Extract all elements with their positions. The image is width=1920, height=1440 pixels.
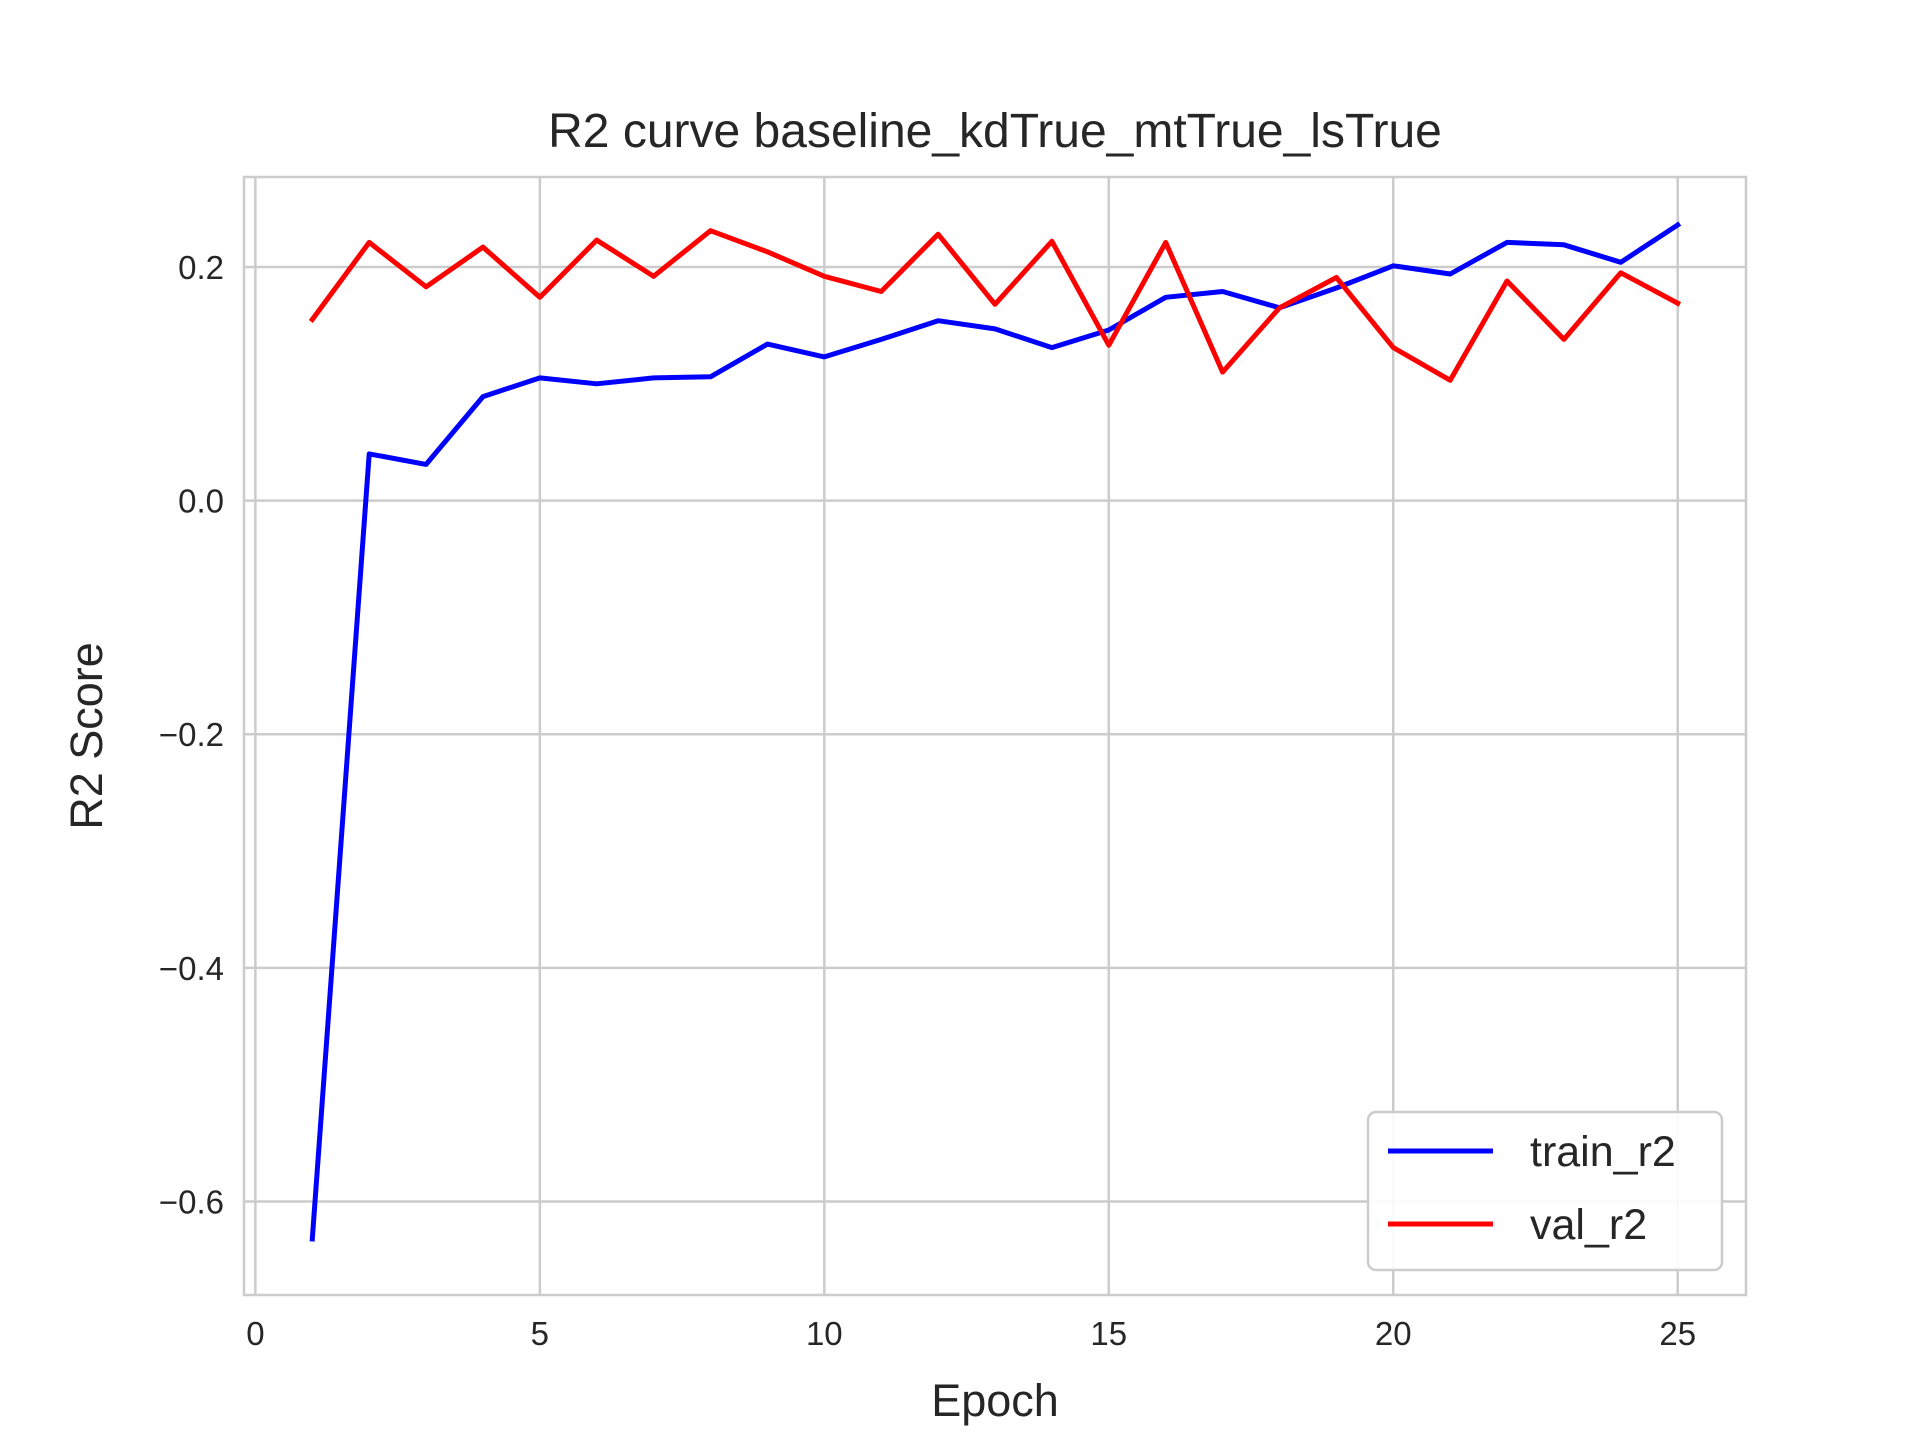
chart-title: R2 curve baseline_kdTrue_mtTrue_lsTrue <box>548 105 1442 158</box>
legend-label-val: val_r2 <box>1530 1201 1647 1249</box>
x-tick-labels: 0 5 10 15 20 25 <box>246 1315 1696 1352</box>
x-tick-label: 10 <box>806 1315 843 1352</box>
y-tick-label: 0.2 <box>178 249 224 286</box>
y-tick-label: −0.2 <box>159 716 224 753</box>
series-line-train_r2 <box>309 221 1682 1242</box>
x-axis-label: Epoch <box>931 1375 1059 1426</box>
y-tick-label: −0.4 <box>159 950 224 987</box>
y-tick-labels: −0.6 −0.4 −0.2 0.0 0.2 <box>159 249 224 1221</box>
grid-layer <box>244 177 1746 1295</box>
x-tick-label: 25 <box>1659 1315 1696 1352</box>
x-tick-label: 15 <box>1090 1315 1127 1352</box>
x-tick-label: 5 <box>531 1315 549 1352</box>
series-line-val_r2 <box>308 228 1682 383</box>
legend-label-train: train_r2 <box>1530 1128 1676 1176</box>
x-tick-label: 20 <box>1375 1315 1412 1352</box>
y-tick-label: 0.0 <box>178 483 224 520</box>
y-axis-label: R2 Score <box>61 642 112 830</box>
x-tick-label: 0 <box>246 1315 264 1352</box>
series-layer <box>308 221 1682 1242</box>
y-tick-label: −0.6 <box>159 1184 224 1221</box>
legend: train_r2 val_r2 <box>1366 1110 1724 1272</box>
plot-frame <box>242 175 1748 1297</box>
